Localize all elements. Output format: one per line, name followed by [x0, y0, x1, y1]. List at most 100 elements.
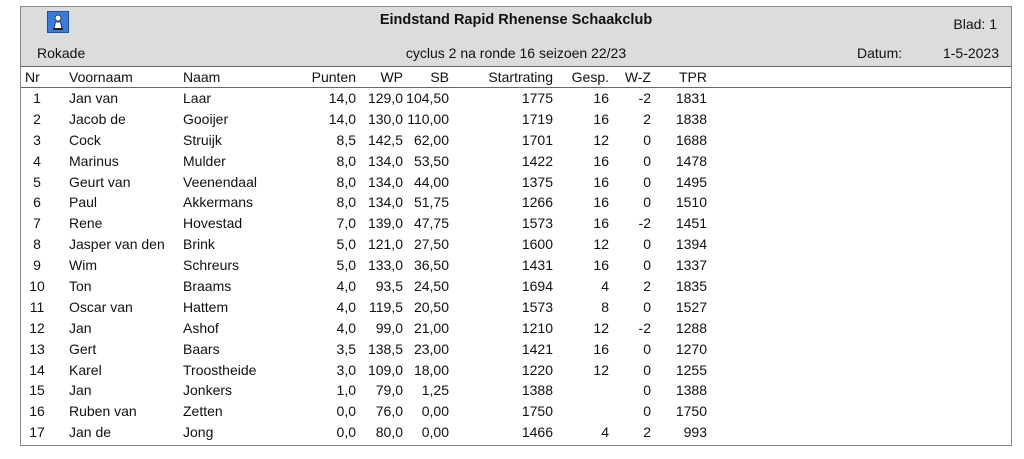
cell-voornaam: Jacob de: [69, 110, 126, 127]
cell-gesp: 16: [593, 194, 609, 211]
cell-sb: 0,00: [421, 403, 449, 420]
cell-nr: 6: [33, 194, 41, 211]
cell-startrating: 1266: [521, 194, 553, 211]
table-row: 2 Jacob de Gooijer 14,0 130,0 110,00 1719 16 2 18…: [21, 109, 1011, 130]
cell-nr: 9: [33, 257, 41, 274]
cell-punten: 8,0: [336, 152, 356, 169]
cell-nr: 3: [33, 131, 41, 148]
cell-wz: 0: [643, 173, 651, 190]
cell-tpr: 993: [683, 424, 707, 441]
cell-nr: 12: [29, 319, 45, 336]
cell-gesp: 16: [593, 90, 609, 106]
table-row: 12 Jan Ashof 4,0 99,0 21,00 1210 12 -2 1288: [21, 318, 1011, 339]
cell-startrating: 1573: [521, 215, 553, 232]
cell-nr: 2: [33, 110, 41, 127]
cell-sb: 36,50: [413, 257, 449, 274]
cell-wp: 76,0: [375, 403, 403, 420]
cell-wp: 99,0: [375, 319, 403, 336]
cell-nr: 11: [29, 298, 45, 315]
cell-voornaam: Gert: [69, 340, 97, 357]
cell-sb: 23,00: [413, 340, 449, 357]
cell-punten: 3,5: [336, 340, 356, 357]
cell-nr: 4: [33, 152, 41, 169]
cell-sb: 24,50: [413, 278, 449, 295]
table-row: 3 Cock Struijk 8,5 142,5 62,00 1701 12 0 1688: [21, 130, 1011, 151]
cell-sb: 21,00: [413, 319, 449, 336]
cell-wz: 0: [643, 298, 651, 315]
cell-wp: 133,0: [367, 257, 403, 274]
cell-gesp: 8: [601, 298, 609, 315]
page-subtitle: cyclus 2 na ronde 16 seizoen 22/23: [405, 45, 627, 61]
cell-naam: Struijk: [183, 131, 222, 148]
cell-wp: 121,0: [367, 236, 403, 253]
cell-wz: 0: [643, 131, 651, 148]
chess-logo-icon: [47, 11, 69, 33]
cell-sb: 20,50: [413, 298, 449, 315]
table-row: 4 Marinus Mulder 8,0 134,0 53,50 1422 16 0 1478: [21, 151, 1011, 172]
cell-naam: Mulder: [183, 152, 226, 169]
cell-wz: 0: [643, 340, 651, 357]
cell-nr: 1: [33, 90, 41, 106]
cell-startrating: 1701: [521, 131, 553, 148]
cell-tpr: 1255: [675, 361, 707, 378]
cell-wp: 119,5: [369, 298, 403, 315]
cell-wp: 139,0: [367, 215, 403, 232]
cell-gesp: 4: [601, 278, 609, 295]
cell-startrating: 1210: [521, 319, 553, 336]
cell-startrating: 1694: [521, 278, 553, 295]
cell-punten: 14,0: [328, 110, 356, 127]
cell-naam: Ashof: [183, 319, 219, 336]
cell-voornaam: Paul: [69, 194, 98, 211]
table-row: 9 Wim Schreurs 5,0 133,0 36,50 1431 16 0 1337: [21, 255, 1011, 276]
cell-punten: 4,0: [336, 298, 356, 315]
cell-wz: -2: [638, 215, 651, 232]
table-row: 10 Ton Braams 4,0 93,5 24,50 1694 4 2 1835: [21, 276, 1011, 297]
cell-tpr: 1527: [675, 298, 707, 315]
cell-sb: 104,50: [406, 90, 449, 106]
cell-wz: -2: [638, 319, 651, 336]
cell-gesp: 16: [593, 215, 609, 232]
table-row: 17 Jan de Jong 0,0 80,0 0,00 1466 4 2 993: [21, 422, 1011, 443]
col-header-nr: Nr: [25, 69, 40, 85]
cell-wp: 109,0: [367, 361, 403, 378]
page-title: Eindstand Rapid Rhenense Schaakclub: [379, 12, 653, 28]
cell-wp: 129,0: [367, 90, 403, 106]
table-row: 14 Karel Troostheide 3,0 109,0 18,00 1220 12 0 12…: [21, 360, 1011, 381]
cell-startrating: 1719: [521, 110, 553, 127]
col-header-punten: Punten: [311, 69, 356, 85]
cell-startrating: 1422: [521, 152, 553, 169]
col-header-naam: Naam: [183, 69, 221, 85]
cell-voornaam: Jan van: [69, 90, 119, 106]
cell-gesp: 16: [593, 257, 609, 274]
cell-naam: Akkermans: [183, 194, 254, 211]
cell-wz: 0: [643, 361, 651, 378]
cell-sb: 18,00: [413, 361, 449, 378]
cell-wp: 80,0: [375, 424, 403, 441]
cell-wp: 134,0: [367, 194, 403, 211]
cell-wp: 93,5: [375, 278, 403, 295]
cell-tpr: 1337: [675, 257, 707, 274]
cell-voornaam: Wim: [69, 257, 97, 274]
cell-wz: 0: [643, 403, 651, 420]
cell-voornaam: Jan de: [69, 424, 112, 441]
cell-punten: 8,5: [336, 131, 356, 148]
cell-tpr: 1831: [675, 90, 707, 106]
cell-wp: 134,0: [367, 152, 403, 169]
cell-naam: Troostheide: [183, 361, 257, 378]
cell-punten: 8,0: [336, 173, 356, 190]
cell-punten: 14,0: [328, 90, 356, 106]
table-row: 6 Paul Akkermans 8,0 134,0 51,75 1266 16 0 1510: [21, 192, 1011, 213]
cell-tpr: 1394: [675, 236, 707, 253]
cell-naam: Jonkers: [183, 382, 233, 399]
cell-startrating: 1220: [521, 361, 553, 378]
col-header-tpr: TPR: [679, 69, 707, 85]
date-value: 1-5-2023: [942, 45, 999, 61]
cell-wz: 2: [643, 424, 651, 441]
cell-voornaam: Ruben van: [69, 403, 137, 420]
cell-voornaam: Jan: [69, 382, 92, 399]
cell-voornaam: Karel: [69, 361, 102, 378]
table-row: 1 Jan van Laar 14,0 129,0 104,50 1775 16 -2 1831: [21, 88, 1011, 109]
table-row: 16 Ruben van Zetten 0,0 76,0 0,00 1750 0 1750: [21, 401, 1011, 422]
cell-startrating: 1388: [521, 382, 553, 399]
cell-sb: 62,00: [413, 131, 449, 148]
